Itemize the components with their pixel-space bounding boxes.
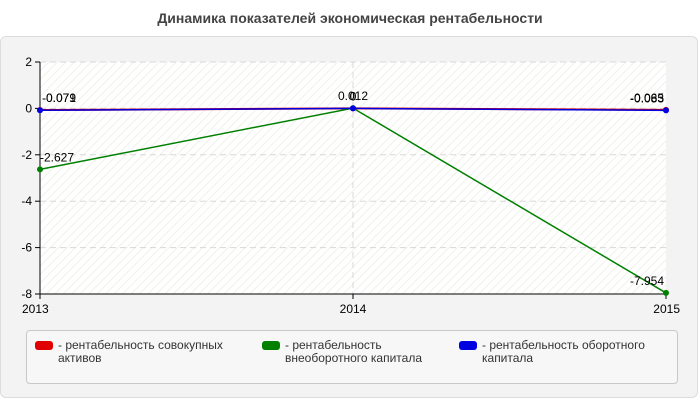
- y-tick-label: -4: [21, 194, 32, 208]
- data-label: -0.065: [630, 91, 664, 105]
- data-label: 0: [350, 89, 357, 103]
- legend-item-working-capital[interactable]: - рентабельность оборотного капитала: [459, 339, 657, 365]
- legend-label: - рентабельность внеоборотного капитала: [285, 338, 422, 365]
- data-point: [663, 289, 669, 296]
- legend-swatch-blue: [459, 341, 477, 350]
- data-label: -0.083: [630, 91, 664, 105]
- legend-swatch-red: [35, 341, 53, 350]
- data-point: [350, 105, 356, 112]
- data-label: -7.954: [630, 274, 664, 288]
- data-label: -0.071: [42, 91, 76, 105]
- y-tick-label: -8: [21, 287, 32, 301]
- data-point: [37, 166, 43, 173]
- legend-item-fixed-capital[interactable]: - рентабельность внеоборотного капитала: [262, 339, 460, 365]
- data-label: -0.079: [42, 91, 76, 105]
- series: [37, 105, 669, 296]
- x-tick-label: 2014: [340, 302, 367, 316]
- y-tick-label: 0: [25, 101, 32, 115]
- grid: [40, 61, 666, 294]
- y-tick-label: 2: [25, 55, 32, 69]
- legend-label: - рентабельность оборотного капитала: [482, 338, 645, 365]
- data-label: -2.627: [40, 150, 74, 164]
- data-point: [663, 107, 669, 114]
- legend-swatch-green: [262, 341, 280, 350]
- data-label: 0: [350, 89, 357, 103]
- x-tick-label: 2015: [653, 302, 680, 316]
- data-label: 0.012: [338, 89, 368, 103]
- legend-item-total-assets[interactable]: - рентабельность совокупных активов: [35, 339, 233, 365]
- legend: - рентабельность совокупных активов - ре…: [26, 330, 678, 384]
- y-tick-label: -2: [21, 148, 32, 162]
- legend-label: - рентабельность совокупных активов: [58, 338, 223, 365]
- chart-title: Динамика показателей экономическая рента…: [157, 10, 543, 26]
- y-tick-label: -6: [21, 241, 32, 255]
- data-point: [37, 107, 43, 114]
- x-tick-label: 2013: [22, 302, 49, 316]
